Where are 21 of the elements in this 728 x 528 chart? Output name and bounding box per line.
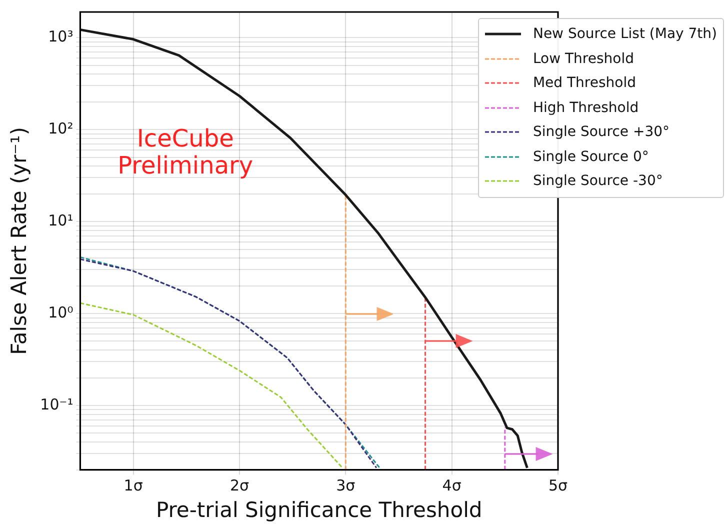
annotation: IceCube Preliminary (118, 124, 254, 180)
legend-label: High Threshold (532, 100, 639, 116)
y-tick-label: 10⁰ (48, 303, 74, 322)
legend-label: Single Source +30° (532, 124, 670, 140)
x-tick-label: 3σ (336, 476, 356, 495)
legend-label: New Source List (May 7th) (532, 26, 717, 42)
x-tick-label: 1σ (124, 476, 144, 495)
x-tick-label: 4σ (442, 476, 462, 495)
x-tick-label: 5σ (548, 476, 568, 495)
y-tick-label: 10² (48, 119, 74, 138)
x-tick-label: 2σ (230, 476, 250, 495)
x-axis-title: Pre-trial Significance Threshold (156, 498, 482, 522)
y-tick-label: 10⁻¹ (40, 395, 74, 414)
y-axis-title: False Alert Rate (yr⁻¹) (7, 126, 32, 355)
y-tick-label: 10¹ (48, 211, 74, 230)
legend-label: Single Source 0° (532, 148, 649, 165)
line-series (80, 302, 344, 469)
legend-label: Low Threshold (532, 50, 634, 67)
legend-label: Single Source -30° (532, 173, 663, 190)
legend-label: Med Threshold (532, 75, 636, 92)
y-tick-label: 10³ (48, 28, 74, 46)
